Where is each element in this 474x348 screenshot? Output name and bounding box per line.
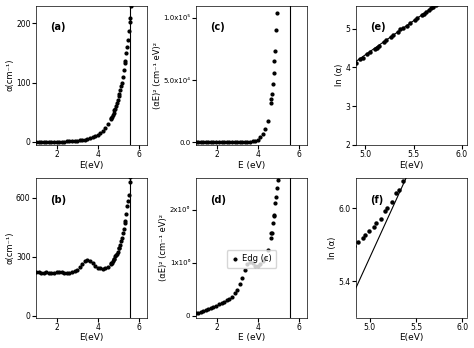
Text: (d): (d) (210, 195, 227, 205)
Legend: Edg (c): Edg (c) (227, 250, 276, 268)
X-axis label: E (eV): E (eV) (238, 161, 265, 170)
Text: (c): (c) (210, 22, 225, 32)
Text: (a): (a) (51, 22, 66, 32)
Y-axis label: ln (α): ln (α) (335, 64, 344, 86)
Y-axis label: (αE)² (cm⁻¹ eV)²: (αE)² (cm⁻¹ eV)² (159, 214, 168, 281)
Y-axis label: (αE)² (cm⁻¹ eV)²: (αE)² (cm⁻¹ eV)² (153, 42, 162, 109)
Text: (b): (b) (51, 195, 67, 205)
Y-axis label: α(cm⁻¹): α(cm⁻¹) (6, 59, 15, 92)
X-axis label: E(eV): E(eV) (80, 333, 104, 342)
Text: (f): (f) (370, 195, 383, 205)
X-axis label: E (eV): E (eV) (238, 333, 265, 342)
X-axis label: E(eV): E(eV) (399, 161, 423, 170)
X-axis label: E(eV): E(eV) (80, 161, 104, 170)
Y-axis label: ln (α): ln (α) (328, 237, 337, 259)
Text: (e): (e) (370, 22, 386, 32)
Y-axis label: α(cm⁻¹): α(cm⁻¹) (6, 231, 15, 264)
X-axis label: E(eV): E(eV) (399, 333, 423, 342)
